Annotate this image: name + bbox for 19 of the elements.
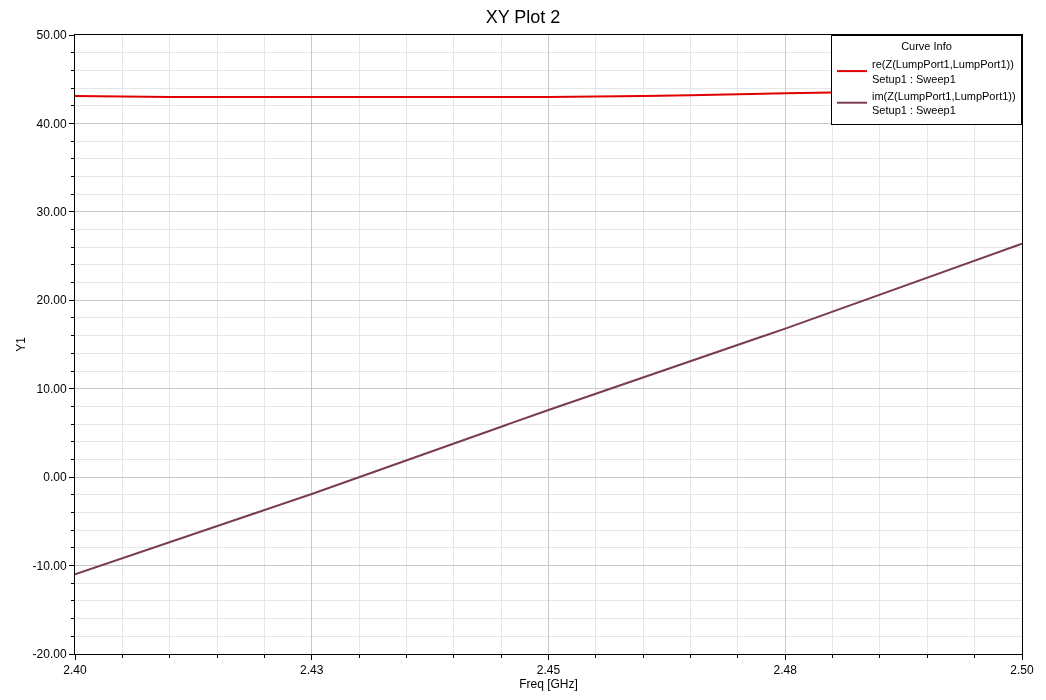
chart-title: XY Plot 2 xyxy=(485,7,561,28)
y-axis-title: Y1 xyxy=(13,336,28,352)
y-tick-label: 10.00 xyxy=(36,381,67,396)
y-tick-label: 20.00 xyxy=(36,293,67,308)
legend-title: Curve Info xyxy=(901,40,952,53)
x-tick-label: 2.50 xyxy=(1010,663,1034,678)
y-tick-label: 40.00 xyxy=(36,116,67,131)
y-tick-label: 0.00 xyxy=(43,470,67,485)
legend-label: im(Z(LumpPort1,LumpPort1)) Setup1 : Sweep1 xyxy=(872,89,1016,117)
x-tick-label: 2.48 xyxy=(773,663,798,678)
x-tick-label: 2.43 xyxy=(300,663,324,678)
y-tick-label: -20.00 xyxy=(32,647,67,662)
x-tick-label: 2.40 xyxy=(63,663,87,678)
line-series xyxy=(75,242,1022,576)
y-tick-label: -10.00 xyxy=(32,558,67,573)
x-tick-label: 2.45 xyxy=(536,663,561,678)
x-axis-title: Freq [GHz] xyxy=(519,677,578,692)
y-tick-label: 50.00 xyxy=(36,28,67,43)
y-tick-label: 30.00 xyxy=(36,205,67,220)
